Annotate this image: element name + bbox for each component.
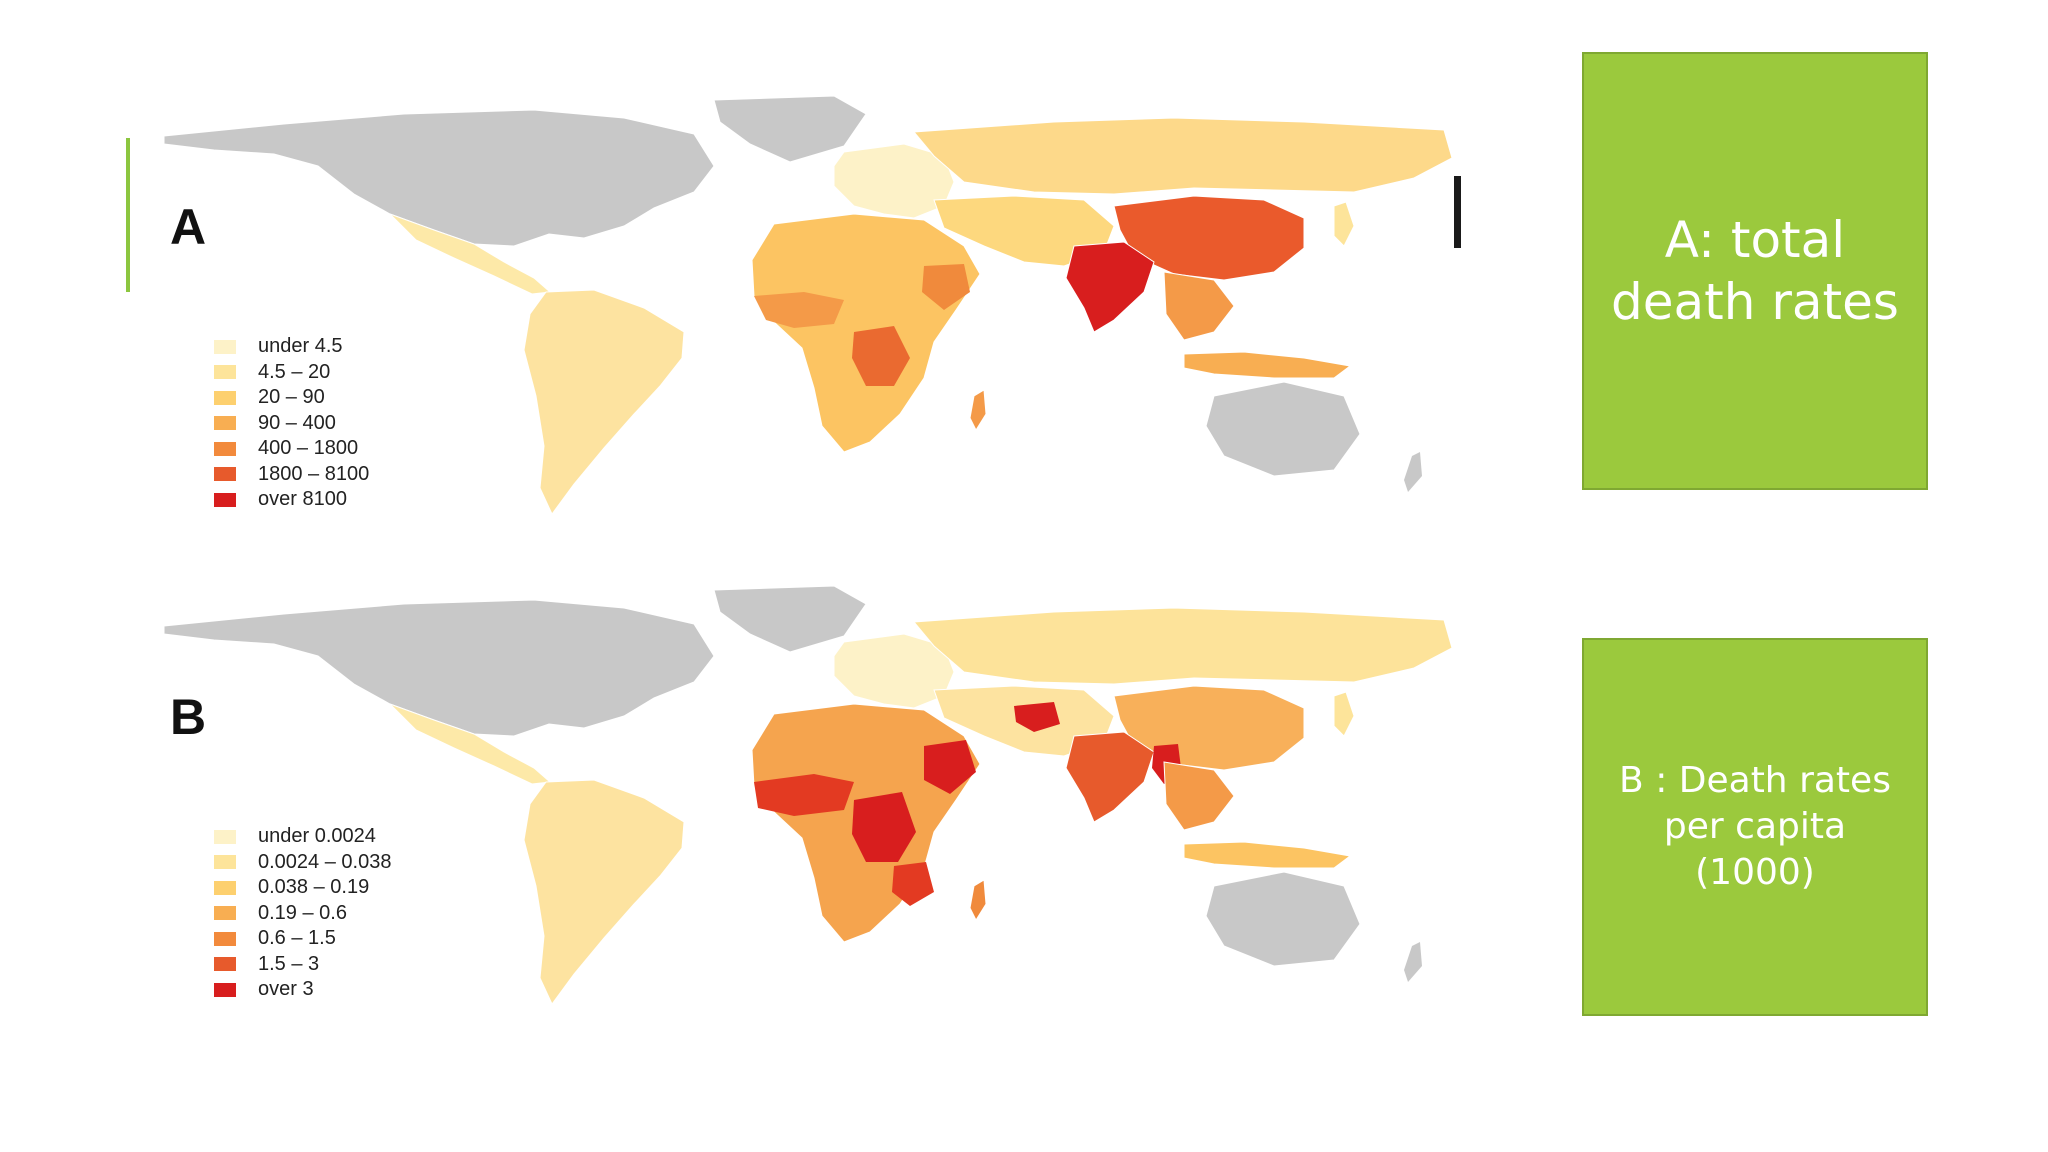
- legend-label: over 8100: [258, 488, 347, 511]
- legend-swatch: [214, 339, 236, 354]
- australia: [1205, 871, 1361, 967]
- map-panel-a: A under 4.5 4.5 – 20 20 – 90 90 – 400 40…: [154, 96, 1454, 536]
- legend-swatch: [214, 416, 236, 431]
- legend-label: 1800 – 8100: [258, 462, 370, 485]
- legend-label: 400 – 1800: [258, 437, 359, 460]
- legend-swatch: [214, 957, 236, 972]
- legend-label: under 4.5: [258, 335, 343, 358]
- japan: [1333, 691, 1355, 737]
- legend-item: 0.6 – 1.5: [214, 926, 391, 952]
- legend-swatch: [214, 931, 236, 946]
- indonesia: [1183, 351, 1352, 379]
- info-box-a-text: A: total death rates: [1611, 211, 1899, 331]
- legend-item: 400 – 1800: [214, 436, 369, 462]
- legend-swatch: [214, 829, 236, 844]
- legend-item: 1.5 – 3: [214, 952, 391, 978]
- legend-label: 4.5 – 20: [258, 360, 331, 383]
- legend-label: 0.6 – 1.5: [258, 927, 336, 950]
- world-map-b: [163, 586, 1453, 1005]
- indonesia: [1183, 841, 1352, 869]
- legend-label: 20 – 90: [258, 386, 325, 409]
- legend-item: 0.19 – 0.6: [214, 901, 391, 927]
- legend-swatch: [214, 906, 236, 921]
- legend-a: under 4.5 4.5 – 20 20 – 90 90 – 400 400 …: [214, 334, 369, 513]
- greenland: [713, 586, 867, 653]
- india: [1065, 731, 1155, 823]
- legend-item: 0.038 – 0.19: [214, 875, 391, 901]
- legend-label: 0.038 – 0.19: [258, 876, 370, 899]
- info-box-total-death-rates: A: total death rates: [1582, 52, 1928, 490]
- legend-label: 90 – 400: [258, 411, 336, 434]
- greenland: [713, 96, 867, 163]
- madagascar: [969, 879, 987, 922]
- india: [1065, 241, 1155, 333]
- east-africa: [922, 264, 970, 310]
- south-america: [523, 289, 685, 515]
- legend-item: 0.0024 – 0.038: [214, 850, 391, 876]
- legend-item: over 8100: [214, 487, 369, 513]
- panel-letter-b: B: [170, 689, 207, 745]
- legend-swatch: [214, 390, 236, 405]
- info-box-b-text: B : Death rates per capita (1000): [1619, 760, 1891, 893]
- legend-swatch: [214, 982, 236, 997]
- new-zealand: [1404, 452, 1422, 492]
- legend-item: 1800 – 8100: [214, 462, 369, 488]
- legend-item: over 3: [214, 977, 391, 1003]
- west-africa-high: [754, 774, 854, 816]
- legend-label: 0.0024 – 0.038: [258, 850, 392, 873]
- west-africa: [754, 292, 844, 328]
- title-fragment: [1453, 176, 1461, 248]
- japan: [1333, 201, 1355, 247]
- central-africa-high: [852, 792, 916, 862]
- north-america: [163, 599, 715, 737]
- horn-of-africa: [924, 740, 976, 794]
- central-africa-high: [852, 326, 910, 386]
- east-africa-mid: [892, 862, 934, 906]
- map-panel-b: B under 0.0024 0.0024 – 0.038 0.038 – 0.…: [154, 586, 1454, 1026]
- madagascar: [969, 389, 987, 432]
- legend-item: under 0.0024: [214, 824, 391, 850]
- legend-swatch: [214, 492, 236, 507]
- legend-item: 4.5 – 20: [214, 360, 369, 386]
- map-figure: A under 4.5 4.5 – 20 20 – 90 90 – 400 40…: [154, 96, 1454, 1046]
- south-america: [523, 779, 685, 1005]
- legend-swatch: [214, 855, 236, 870]
- southeast-asia: [1163, 271, 1235, 341]
- legend-swatch: [214, 467, 236, 482]
- north-america: [163, 109, 715, 247]
- legend-item: 20 – 90: [214, 385, 369, 411]
- world-map-a: [163, 96, 1453, 515]
- russia: [912, 117, 1453, 195]
- info-box-death-rates-per-capita: B : Death rates per capita (1000): [1582, 638, 1928, 1016]
- russia: [912, 607, 1453, 685]
- legend-label: over 3: [258, 978, 314, 1001]
- legend-swatch: [214, 441, 236, 456]
- legend-b: under 0.0024 0.0024 – 0.038 0.038 – 0.19…: [214, 824, 391, 1003]
- new-zealand: [1404, 942, 1422, 982]
- legend-swatch: [214, 365, 236, 380]
- legend-label: 0.19 – 0.6: [258, 901, 347, 924]
- panel-letter-a: A: [170, 199, 207, 255]
- legend-swatch: [214, 880, 236, 895]
- legend-label: 1.5 – 3: [258, 952, 320, 975]
- legend-item: 90 – 400: [214, 411, 369, 437]
- accent-line: [126, 138, 130, 292]
- legend-label: under 0.0024: [258, 825, 376, 848]
- australia: [1205, 381, 1361, 477]
- legend-item: under 4.5: [214, 334, 369, 360]
- southeast-asia: [1163, 761, 1235, 831]
- afghanistan: [1014, 702, 1060, 732]
